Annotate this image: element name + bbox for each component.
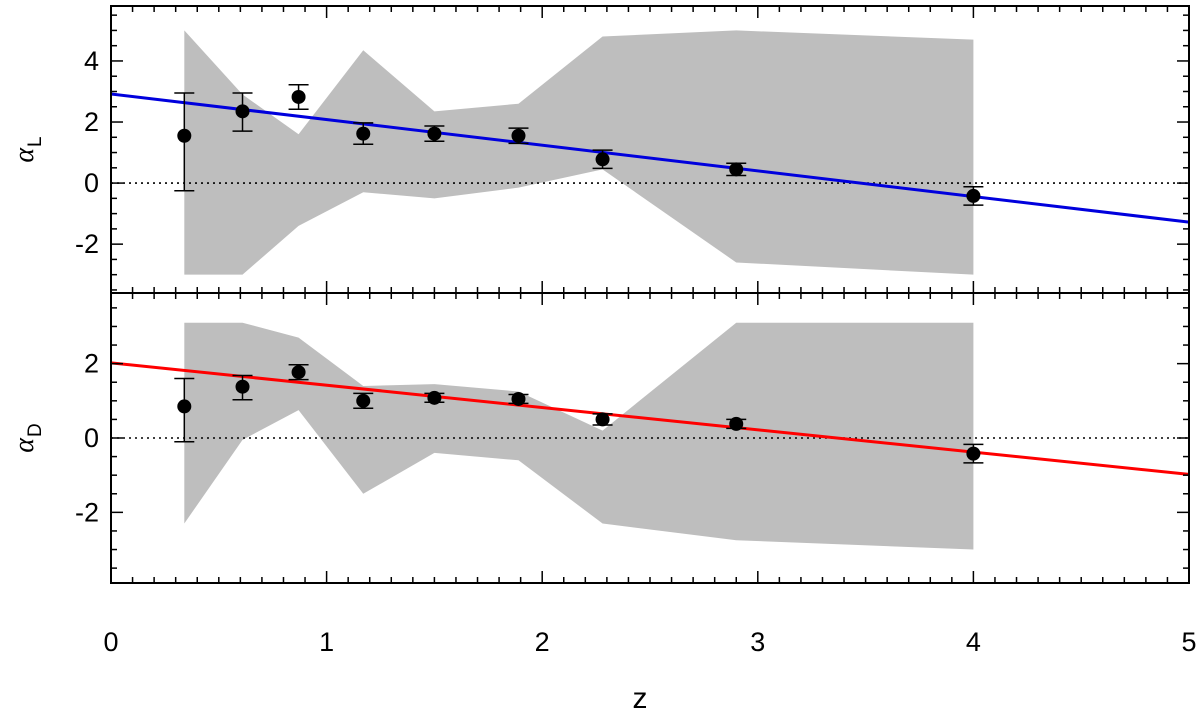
data-point [511,391,526,406]
y-tick-label: -2 [75,229,99,259]
data-point [966,446,981,461]
x-tick-label: 3 [750,627,765,657]
data-point [427,126,442,141]
data-point [356,393,371,408]
data-point [177,399,192,414]
plot-area [111,30,1189,275]
y-axis-label-subscript: D [25,423,46,437]
panel-alpha-l: -2 0 2 4 αL [9,5,1190,294]
data-point [291,365,306,380]
panel-alpha-d: -2 0 2 αD [9,292,1190,584]
x-tick-label: 1 [319,627,334,657]
data-point [427,390,442,405]
fit-line [111,361,1189,476]
data-point [729,416,744,431]
x-axis-label: z [633,682,648,715]
y-axis-label: αD [9,423,46,452]
x-tick-label: 5 [1181,627,1196,657]
data-point [595,152,610,167]
y-axis-label-subscript: L [25,136,46,147]
y-tick-label: -2 [75,497,99,527]
y-axis-label-symbol: α [9,147,40,163]
y-axis: -2 0 2 4 [75,14,1189,291]
data-point [595,412,610,427]
data-point [511,128,526,143]
y-tick-label: 2 [84,349,99,379]
y-tick-label: 4 [84,46,99,76]
x-axis: 0 1 2 3 4 5 [103,627,1196,657]
x-ticks [110,293,1190,583]
data-point [235,379,250,394]
x-tick-label: 0 [103,627,118,657]
data-point [729,162,744,177]
data-point [177,128,192,143]
y-tick-label: 2 [84,107,99,137]
y-tick-label: 0 [84,423,99,453]
data-point [291,89,306,104]
uncertainty-band [184,322,974,550]
x-tick-label: 4 [966,627,981,657]
plot-area [111,322,1189,550]
uncertainty-band [184,30,974,275]
data-point [356,126,371,141]
data-point [966,188,981,203]
y-tick-label: 0 [84,168,99,198]
fit-line [111,92,1189,224]
data-point [235,104,250,119]
y-axis-label-symbol: α [9,437,40,453]
x-tick-label: 2 [535,627,550,657]
y-axis-label: αL [9,136,46,162]
y-axis: -2 0 2 [75,307,1189,569]
